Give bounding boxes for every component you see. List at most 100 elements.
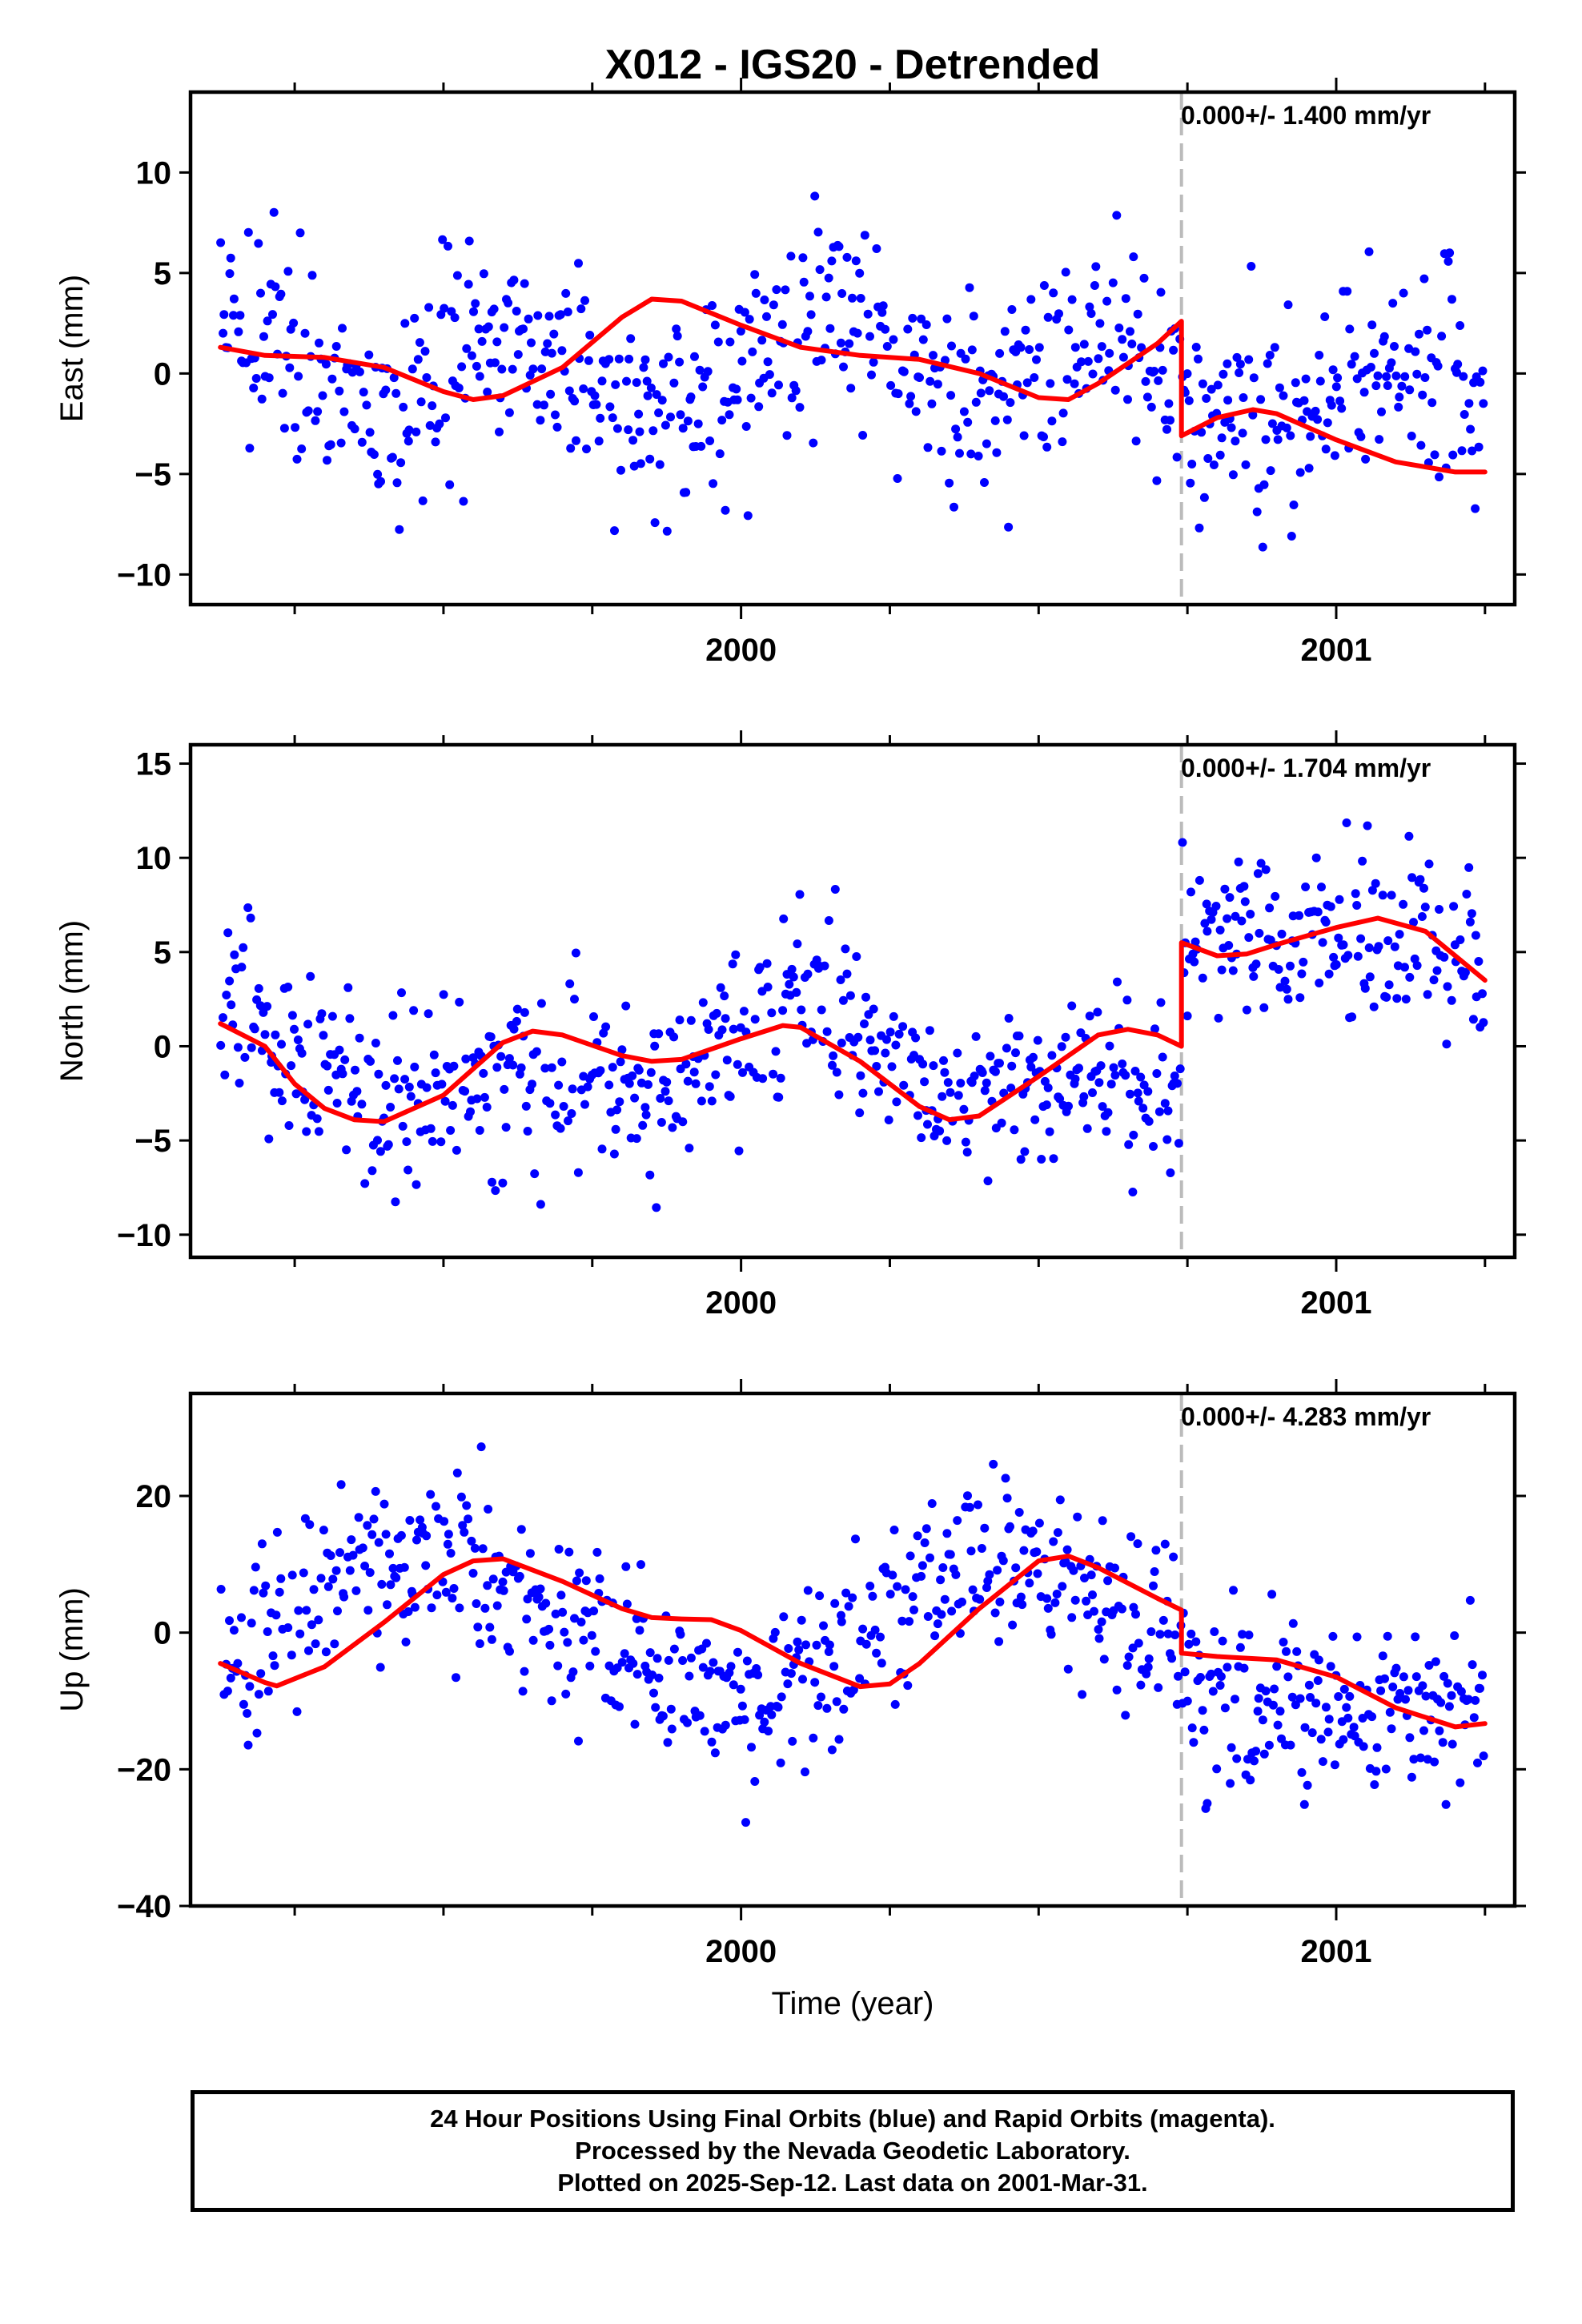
data-point xyxy=(583,1082,592,1092)
data-point xyxy=(1301,374,1311,384)
data-point xyxy=(999,392,1008,401)
data-point xyxy=(219,328,228,338)
data-point xyxy=(351,1065,359,1075)
data-point xyxy=(881,1048,890,1058)
data-point xyxy=(396,1530,406,1540)
data-point xyxy=(446,1549,456,1558)
data-point xyxy=(923,1612,933,1621)
data-point xyxy=(1237,916,1247,926)
data-point xyxy=(466,1107,475,1116)
data-point xyxy=(1282,984,1291,994)
data-point xyxy=(1387,1724,1396,1734)
data-point xyxy=(1345,1691,1355,1701)
data-point xyxy=(566,444,576,453)
data-point xyxy=(971,1031,981,1041)
data-point xyxy=(1110,385,1120,395)
data-point xyxy=(464,279,473,289)
data-point xyxy=(260,1030,270,1039)
data-point xyxy=(905,1551,915,1561)
data-point xyxy=(1347,1012,1357,1022)
data-point xyxy=(425,420,435,430)
data-point xyxy=(860,1019,869,1028)
data-point xyxy=(386,1103,396,1112)
data-point xyxy=(369,1514,379,1524)
data-point xyxy=(747,1743,756,1752)
data-point xyxy=(1108,278,1118,287)
data-point xyxy=(520,1007,529,1017)
data-point xyxy=(1103,1576,1113,1586)
data-point xyxy=(336,438,346,448)
y-tick-label: 0 xyxy=(154,1616,171,1651)
data-point xyxy=(1473,1758,1482,1767)
data-point xyxy=(664,1096,673,1106)
data-point xyxy=(480,1092,489,1102)
data-point xyxy=(963,417,973,427)
data-point xyxy=(1301,883,1311,891)
data-point xyxy=(1395,1689,1405,1698)
data-point xyxy=(1272,1662,1282,1671)
data-point xyxy=(689,1068,699,1077)
data-point xyxy=(1390,342,1399,351)
data-point xyxy=(652,390,661,400)
data-point xyxy=(532,1047,541,1056)
data-point xyxy=(438,235,448,244)
data-point xyxy=(1255,928,1264,938)
data-point xyxy=(556,1590,566,1600)
data-point xyxy=(1180,1667,1190,1677)
data-point xyxy=(1034,343,1044,352)
data-point xyxy=(408,364,417,374)
data-point xyxy=(918,1059,928,1069)
data-point xyxy=(654,408,664,417)
data-point xyxy=(1037,1155,1046,1164)
data-point xyxy=(303,1019,313,1029)
data-point xyxy=(728,959,737,969)
data-point xyxy=(917,1571,926,1581)
data-point xyxy=(755,963,765,972)
data-point xyxy=(789,972,798,982)
data-point xyxy=(798,1675,807,1684)
data-point xyxy=(1143,1087,1153,1096)
data-point xyxy=(1118,1059,1127,1068)
data-point xyxy=(1261,435,1271,444)
data-point xyxy=(659,359,668,368)
data-point xyxy=(556,1124,565,1133)
data-point xyxy=(461,1054,471,1063)
data-point xyxy=(1102,1127,1111,1136)
data-point xyxy=(277,1039,286,1049)
data-point xyxy=(1331,382,1341,392)
data-point xyxy=(1405,972,1415,982)
data-point xyxy=(675,1015,685,1025)
data-point xyxy=(1139,1080,1149,1090)
data-point xyxy=(773,1703,783,1712)
data-point xyxy=(250,1024,259,1034)
data-point xyxy=(897,1616,907,1626)
data-point xyxy=(1251,1747,1261,1756)
data-point xyxy=(1026,1062,1036,1072)
data-point xyxy=(721,1720,730,1730)
data-point xyxy=(1370,1780,1379,1789)
data-point xyxy=(233,1043,243,1052)
data-point xyxy=(1128,1643,1138,1653)
data-point xyxy=(504,1054,514,1063)
data-point xyxy=(645,1648,655,1658)
data-point xyxy=(1442,1039,1452,1049)
data-point xyxy=(233,1659,243,1668)
data-point xyxy=(1399,899,1408,909)
data-point xyxy=(971,397,981,407)
data-point xyxy=(579,384,588,393)
data-point xyxy=(1106,1080,1116,1089)
data-point xyxy=(1118,335,1127,344)
data-point xyxy=(1268,1700,1278,1710)
data-point xyxy=(520,279,529,288)
data-point xyxy=(1270,343,1279,352)
data-point xyxy=(339,1592,349,1602)
data-point xyxy=(1465,917,1475,927)
data-point xyxy=(445,480,455,489)
data-point xyxy=(990,1608,1000,1618)
data-point xyxy=(513,350,523,360)
data-point xyxy=(705,1082,714,1092)
data-point xyxy=(472,1094,482,1104)
data-point xyxy=(610,526,619,536)
data-point xyxy=(1061,267,1070,277)
data-point xyxy=(1391,371,1401,380)
